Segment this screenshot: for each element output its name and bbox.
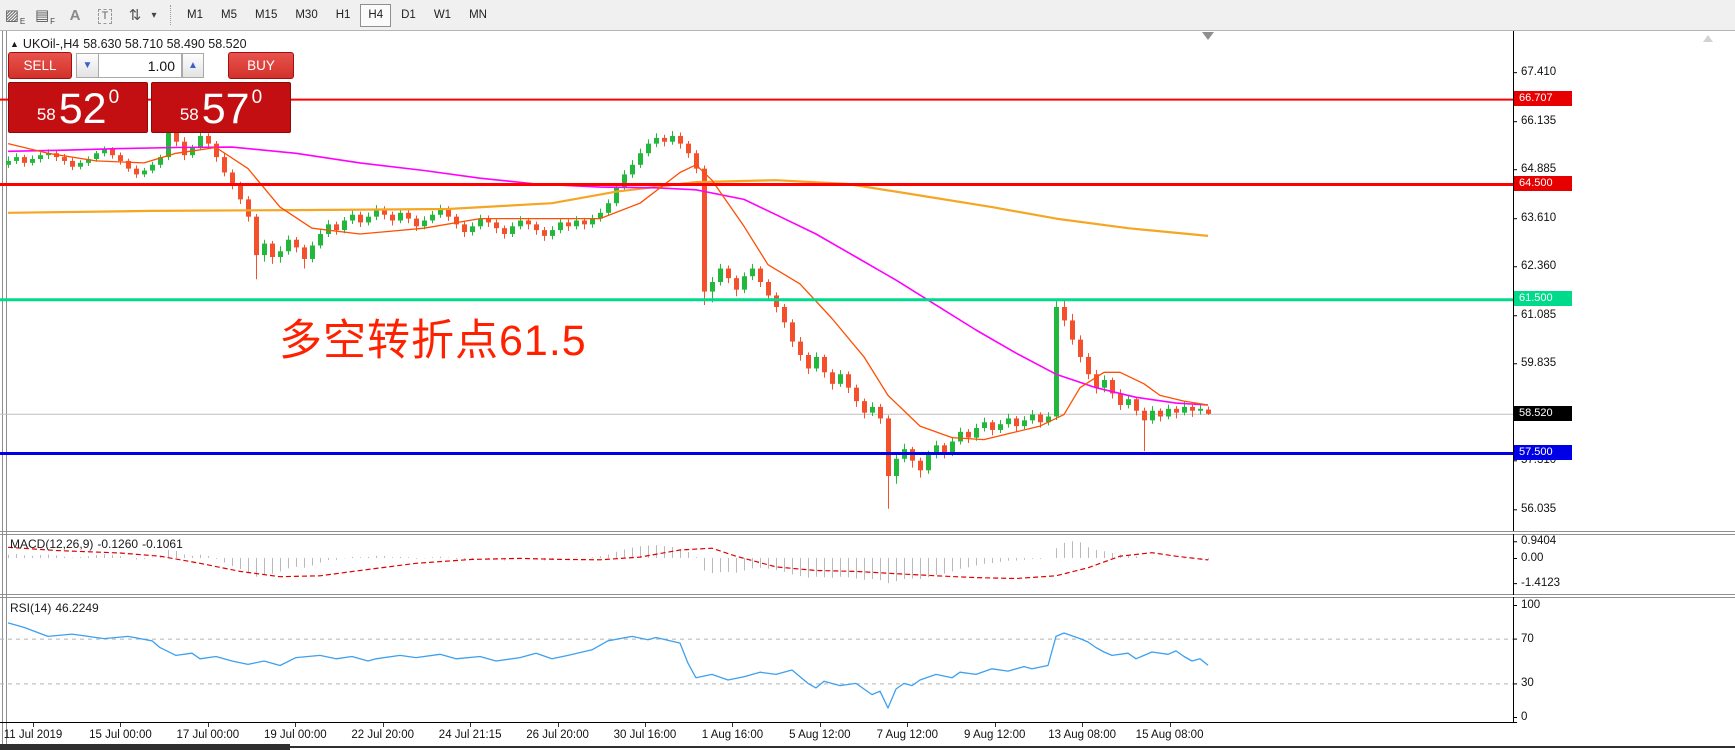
time-axis-label: 1 Aug 16:00 bbox=[701, 729, 764, 741]
volume-decrease-button[interactable]: ▼ bbox=[76, 53, 98, 78]
buy-button[interactable]: BUY bbox=[228, 52, 294, 79]
time-axis-tick bbox=[470, 723, 472, 727]
macd-label: MACD(12,26,9) -0.1260 -0.1061 bbox=[10, 537, 187, 551]
time-axis-label: 26 Jul 20:00 bbox=[526, 729, 589, 741]
time-axis-tick bbox=[382, 723, 384, 727]
sell-price-superscript: 0 bbox=[108, 87, 120, 108]
time-axis-tick bbox=[120, 723, 122, 727]
ohlc-readout: 58.630 58.710 58.490 58.520 bbox=[83, 37, 247, 51]
timeframe-h1-button[interactable]: H1 bbox=[335, 9, 351, 21]
rsi-indicator-panel[interactable] bbox=[0, 597, 1735, 723]
time-axis: 11 Jul 2019 15 Jul 00:00 17 Jul 00:00 19 Ju… bbox=[0, 723, 1735, 747]
buy-price-prefix: 58 bbox=[179, 105, 199, 124]
time-axis-tick bbox=[295, 723, 297, 727]
buy-price-superscript: 0 bbox=[251, 87, 263, 108]
text-icon[interactable]: A bbox=[69, 7, 81, 24]
sell-button[interactable]: SELL bbox=[8, 52, 72, 79]
rsi-value: 46.2249 bbox=[55, 601, 99, 615]
rsi-name: RSI(14) bbox=[10, 601, 52, 615]
time-axis-tick bbox=[1169, 723, 1171, 727]
toolbar: ▨ E ▤ F A T ⇅ ▾ M1 M5 M15 M30 H1 H4 D1 W1 MN bbox=[0, 0, 1735, 31]
time-axis-tick bbox=[907, 723, 909, 727]
time-axis-tick bbox=[33, 723, 34, 727]
time-axis-label: 7 Aug 12:00 bbox=[876, 729, 938, 741]
rsi-label: RSI(14) 46.2249 bbox=[10, 601, 103, 615]
chart-annotation: 多空转折点61.5 bbox=[279, 317, 587, 365]
chart-shift-marker-icon bbox=[1202, 32, 1214, 40]
time-axis-label: 22 Jul 20:00 bbox=[351, 729, 415, 741]
macd-name: MACD(12,26,9) bbox=[10, 537, 94, 551]
scrollbar-arrow-icon bbox=[1703, 35, 1713, 42]
dropdown-arrow-icon[interactable]: ▾ bbox=[151, 10, 157, 21]
symbol-marker-icon: ▲ bbox=[10, 39, 19, 49]
macd-signal-value: -0.1061 bbox=[142, 537, 183, 551]
horizontal-scrollbar-thumb[interactable] bbox=[0, 744, 290, 750]
time-axis-label: 13 Aug 08:00 bbox=[1048, 729, 1117, 741]
time-axis-tick bbox=[819, 723, 821, 727]
equidistant-channel-icon[interactable]: ▨ E bbox=[4, 7, 26, 26]
time-axis-label: 15 Jul 00:00 bbox=[89, 729, 152, 741]
toolbar-separator bbox=[170, 5, 172, 25]
sell-price-big: 52 bbox=[58, 85, 107, 134]
timeframe-m30-button[interactable]: M30 bbox=[295, 9, 318, 21]
time-axis-label: 15 Aug 08:00 bbox=[1135, 729, 1204, 741]
time-axis-label: 24 Jul 21:15 bbox=[438, 729, 502, 741]
symbol-label: UKOil-,H4 bbox=[22, 37, 80, 51]
timeframe-mn-button[interactable]: MN bbox=[469, 9, 487, 21]
time-axis-label: 19 Jul 00:00 bbox=[263, 729, 327, 741]
main-price-chart[interactable] bbox=[0, 31, 1735, 532]
time-axis-tick bbox=[207, 723, 209, 727]
time-axis-label: 9 Aug 12:00 bbox=[964, 729, 1026, 741]
time-axis-tick bbox=[732, 723, 734, 727]
timeframe-d1-button[interactable]: D1 bbox=[401, 9, 416, 21]
timeframe-h4-button[interactable]: H4 bbox=[360, 3, 392, 27]
volume-input[interactable] bbox=[98, 53, 182, 78]
text-label-icon[interactable]: T bbox=[92, 3, 118, 27]
time-axis-label: 30 Jul 16:00 bbox=[613, 729, 677, 741]
macd-main-value: -0.1260 bbox=[97, 537, 139, 551]
time-axis-label: 11 Jul 2019 bbox=[3, 729, 63, 741]
timeframe-m1-button[interactable]: M1 bbox=[187, 9, 203, 21]
fibonacci-retracement-icon[interactable]: ▤ F bbox=[34, 7, 56, 26]
time-axis-label: 17 Jul 00:00 bbox=[176, 729, 240, 741]
time-axis-tick bbox=[1082, 723, 1084, 727]
timeframe-m5-button[interactable]: M5 bbox=[220, 9, 237, 21]
window-frame-line bbox=[2, 31, 3, 745]
time-axis-tick bbox=[645, 723, 646, 727]
time-axis-tick bbox=[994, 723, 996, 727]
sell-price-display[interactable]: 58 52 0 bbox=[8, 82, 148, 133]
window-frame-line bbox=[6, 31, 7, 745]
timeframe-w1-button[interactable]: W1 bbox=[433, 9, 452, 21]
time-axis-label: 5 Aug 12:00 bbox=[789, 729, 851, 741]
chart-title: ▲ UKOil-,H4 58.630 58.710 58.490 58.520 bbox=[10, 37, 251, 51]
buy-price-display[interactable]: 58 57 0 bbox=[151, 82, 291, 133]
arrows-icon[interactable]: ⇅ bbox=[128, 7, 142, 24]
buy-price-big: 57 bbox=[201, 85, 250, 134]
sell-price-prefix: 58 bbox=[36, 105, 56, 124]
volume-increase-button[interactable]: ▲ bbox=[182, 53, 204, 78]
macd-indicator-panel[interactable] bbox=[0, 534, 1735, 595]
timeframe-m15-button[interactable]: M15 bbox=[254, 9, 278, 21]
timeframe-toolbar: M1 M5 M15 M30 H1 H4 D1 W1 MN bbox=[178, 0, 496, 31]
time-axis-tick bbox=[557, 723, 559, 727]
horizontal-scrollbar[interactable] bbox=[0, 746, 1735, 748]
